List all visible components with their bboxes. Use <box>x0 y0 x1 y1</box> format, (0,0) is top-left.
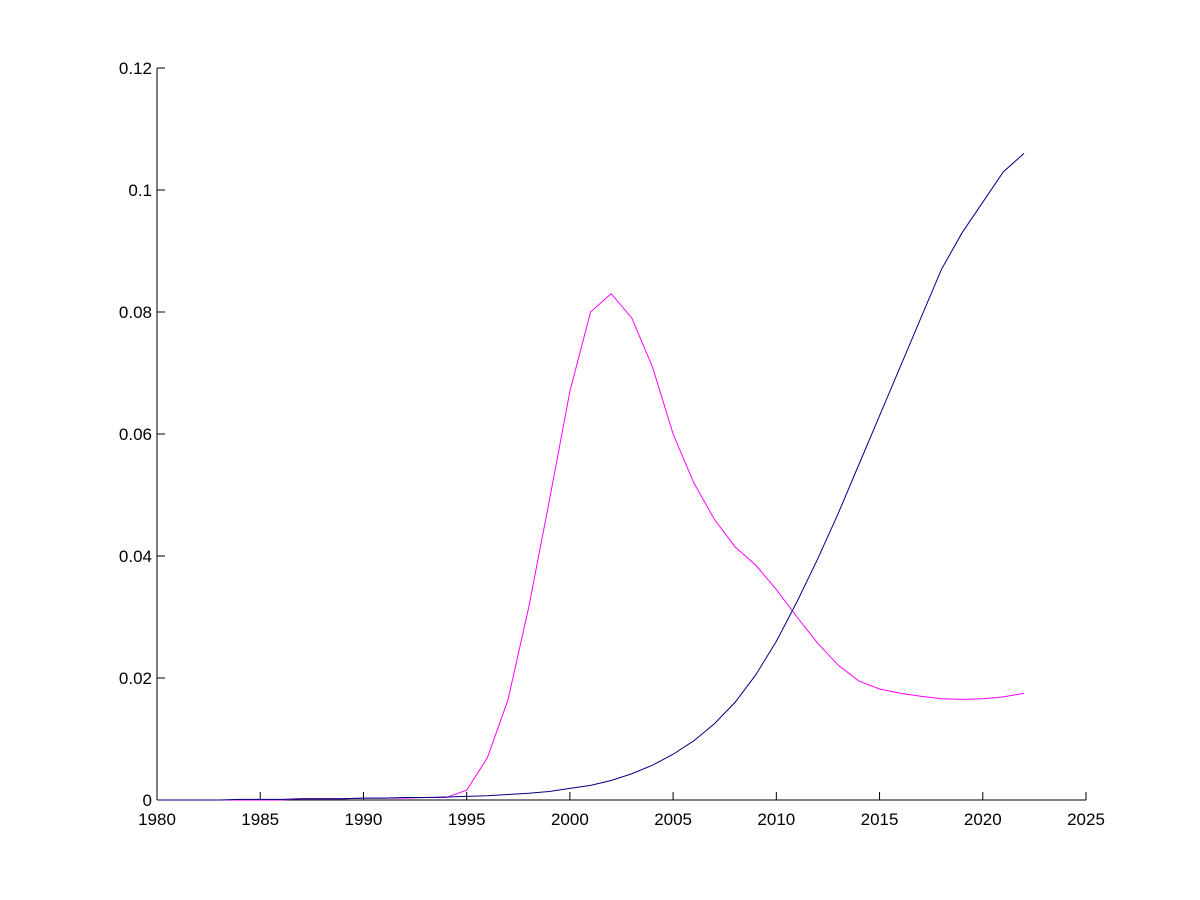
y-tick-label: 0 <box>143 791 152 810</box>
y-tick-label: 0.08 <box>119 303 152 322</box>
line-series <box>157 153 1025 801</box>
y-tick-label: 0.1 <box>128 181 152 200</box>
x-tick-label: 1995 <box>448 810 486 829</box>
x-tick-label: 2020 <box>964 810 1002 829</box>
y-tick-label: 0.12 <box>119 59 152 78</box>
x-tick-label: 2015 <box>861 810 899 829</box>
x-tick-label: 2025 <box>1067 810 1105 829</box>
y-tick-label: 0.04 <box>119 547 152 566</box>
y-tick-label: 0.02 <box>119 669 152 688</box>
x-tick-label: 2005 <box>654 810 692 829</box>
x-tick-label: 2000 <box>551 810 589 829</box>
x-tick-label: 2010 <box>757 810 795 829</box>
x-tick-label: 1985 <box>241 810 279 829</box>
x-tick-label: 1990 <box>345 810 383 829</box>
y-tick-label: 0.06 <box>119 425 152 444</box>
x-tick-label: 1980 <box>138 810 176 829</box>
